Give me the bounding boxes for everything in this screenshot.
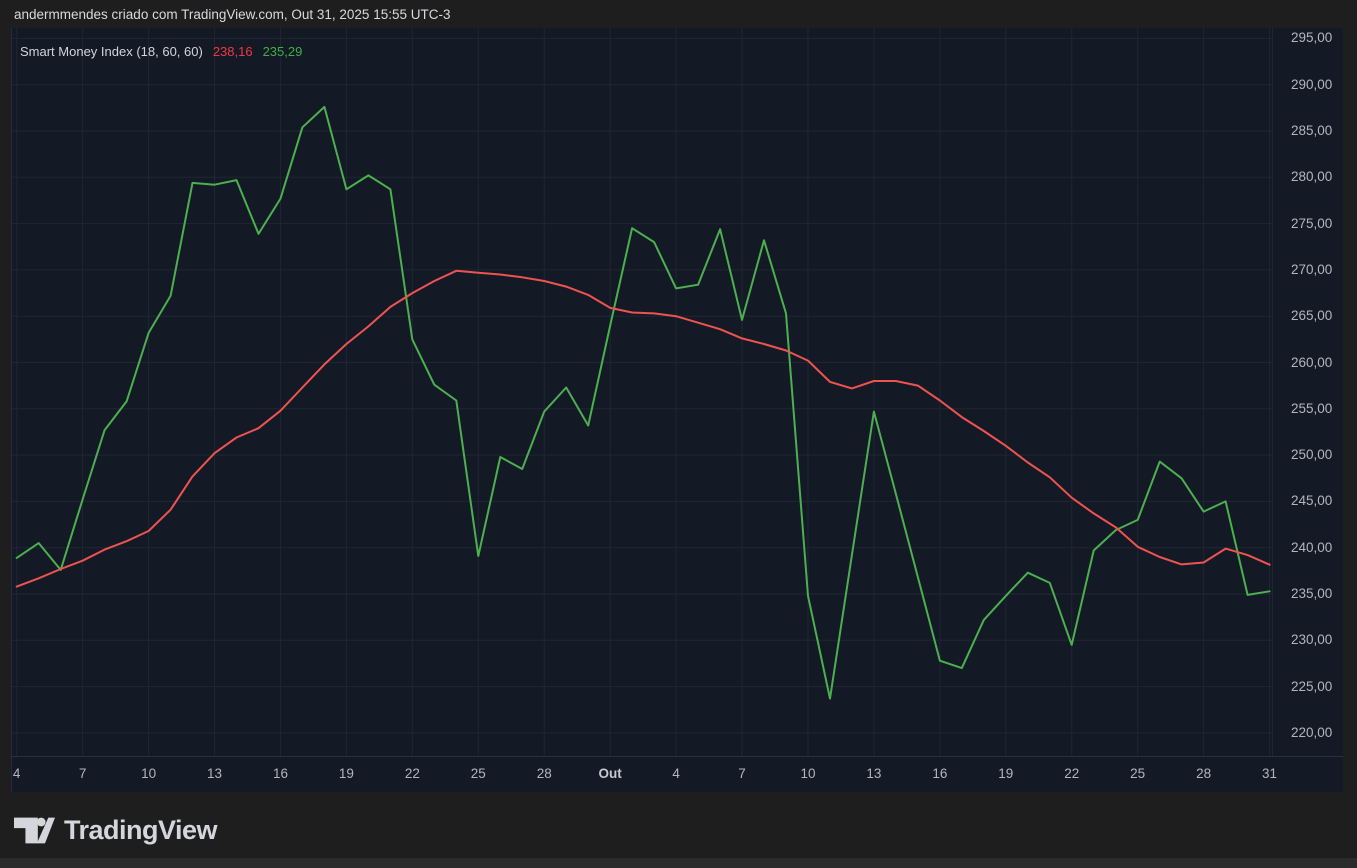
indicator-title: Smart Money Index (18, 60, 60) xyxy=(20,44,203,59)
time-axis-label: 25 xyxy=(1130,766,1146,781)
indicator-value-smi: 235,29 xyxy=(262,44,303,59)
price-axis-label: 240,00 xyxy=(1291,539,1333,555)
price-axis-label: 260,00 xyxy=(1291,354,1333,370)
time-axis-label: 19 xyxy=(998,766,1014,781)
time-axis-label: 13 xyxy=(207,766,223,781)
price-axis-label: 265,00 xyxy=(1291,308,1333,324)
tradingview-brand-text: TradingView xyxy=(64,815,218,845)
time-axis-label: 7 xyxy=(78,766,87,781)
price-axis-label: 285,00 xyxy=(1291,123,1333,138)
chart-pane[interactable]: Smart Money Index (18, 60, 60) 238,16 235,… xyxy=(11,28,1272,756)
time-axis-label: 31 xyxy=(1262,766,1278,781)
time-axis-label: 22 xyxy=(1064,766,1080,781)
time-axis[interactable]: 4 7 10 13 16 19 22 25 28 Out 4 7 10 13 16 19 22 25 28 31 xyxy=(11,756,1343,793)
price-axis-label: 220,00 xyxy=(1291,724,1333,740)
time-axis-label: 28 xyxy=(536,766,552,781)
price-axis-label: 275,00 xyxy=(1291,215,1333,231)
pane-left-border xyxy=(11,28,12,792)
time-axis-label: 25 xyxy=(470,766,486,781)
price-axis-label: 250,00 xyxy=(1291,447,1333,463)
price-axis-label: 230,00 xyxy=(1291,632,1333,648)
time-axis-label: 10 xyxy=(800,766,816,781)
time-axis-label: Out xyxy=(598,766,622,781)
footer: TradingView xyxy=(0,792,1357,858)
time-axis-label: 16 xyxy=(932,766,948,781)
time-axis-label: 4 xyxy=(12,766,21,781)
price-axis-label: 270,00 xyxy=(1291,261,1333,277)
time-axis-label: 10 xyxy=(141,766,157,781)
indicator-legend[interactable]: Smart Money Index (18, 60, 60) 238,16 235,… xyxy=(20,43,302,61)
price-axis-label: 235,00 xyxy=(1291,586,1333,601)
time-axis-label: 4 xyxy=(672,766,680,781)
time-axis-label: 16 xyxy=(272,766,288,781)
tradingview-logo[interactable]: TradingView xyxy=(14,814,218,846)
price-axis-label: 255,00 xyxy=(1291,400,1333,416)
tradingview-logo-icon xyxy=(14,817,55,844)
attribution-text: andermmendes criado com TradingView.com,… xyxy=(14,7,451,22)
price-axis[interactable]: 295,00 290,00 285,00 280,00 275,00 270,00 265,… xyxy=(1272,28,1344,756)
bottom-strip xyxy=(0,858,1357,868)
price-axis-label: 295,00 xyxy=(1291,30,1333,46)
chart-canvas[interactable] xyxy=(11,28,1272,756)
chart-widget: Smart Money Index (18, 60, 60) 238,16 235,… xyxy=(11,28,1343,792)
price-axis-label: 280,00 xyxy=(1291,169,1333,185)
smi-ma-line xyxy=(15,269,1271,588)
smi-line xyxy=(15,105,1271,700)
indicator-value-ma: 238,16 xyxy=(212,44,253,59)
time-axis-label: 28 xyxy=(1196,766,1212,781)
time-axis-label: 13 xyxy=(866,766,882,781)
time-axis-label: 22 xyxy=(404,766,420,781)
price-axis-label: 245,00 xyxy=(1291,493,1333,509)
price-axis-label: 290,00 xyxy=(1291,76,1333,92)
price-axis-label: 225,00 xyxy=(1291,678,1333,694)
time-axis-label: 7 xyxy=(738,766,746,781)
time-axis-label: 19 xyxy=(338,766,354,781)
